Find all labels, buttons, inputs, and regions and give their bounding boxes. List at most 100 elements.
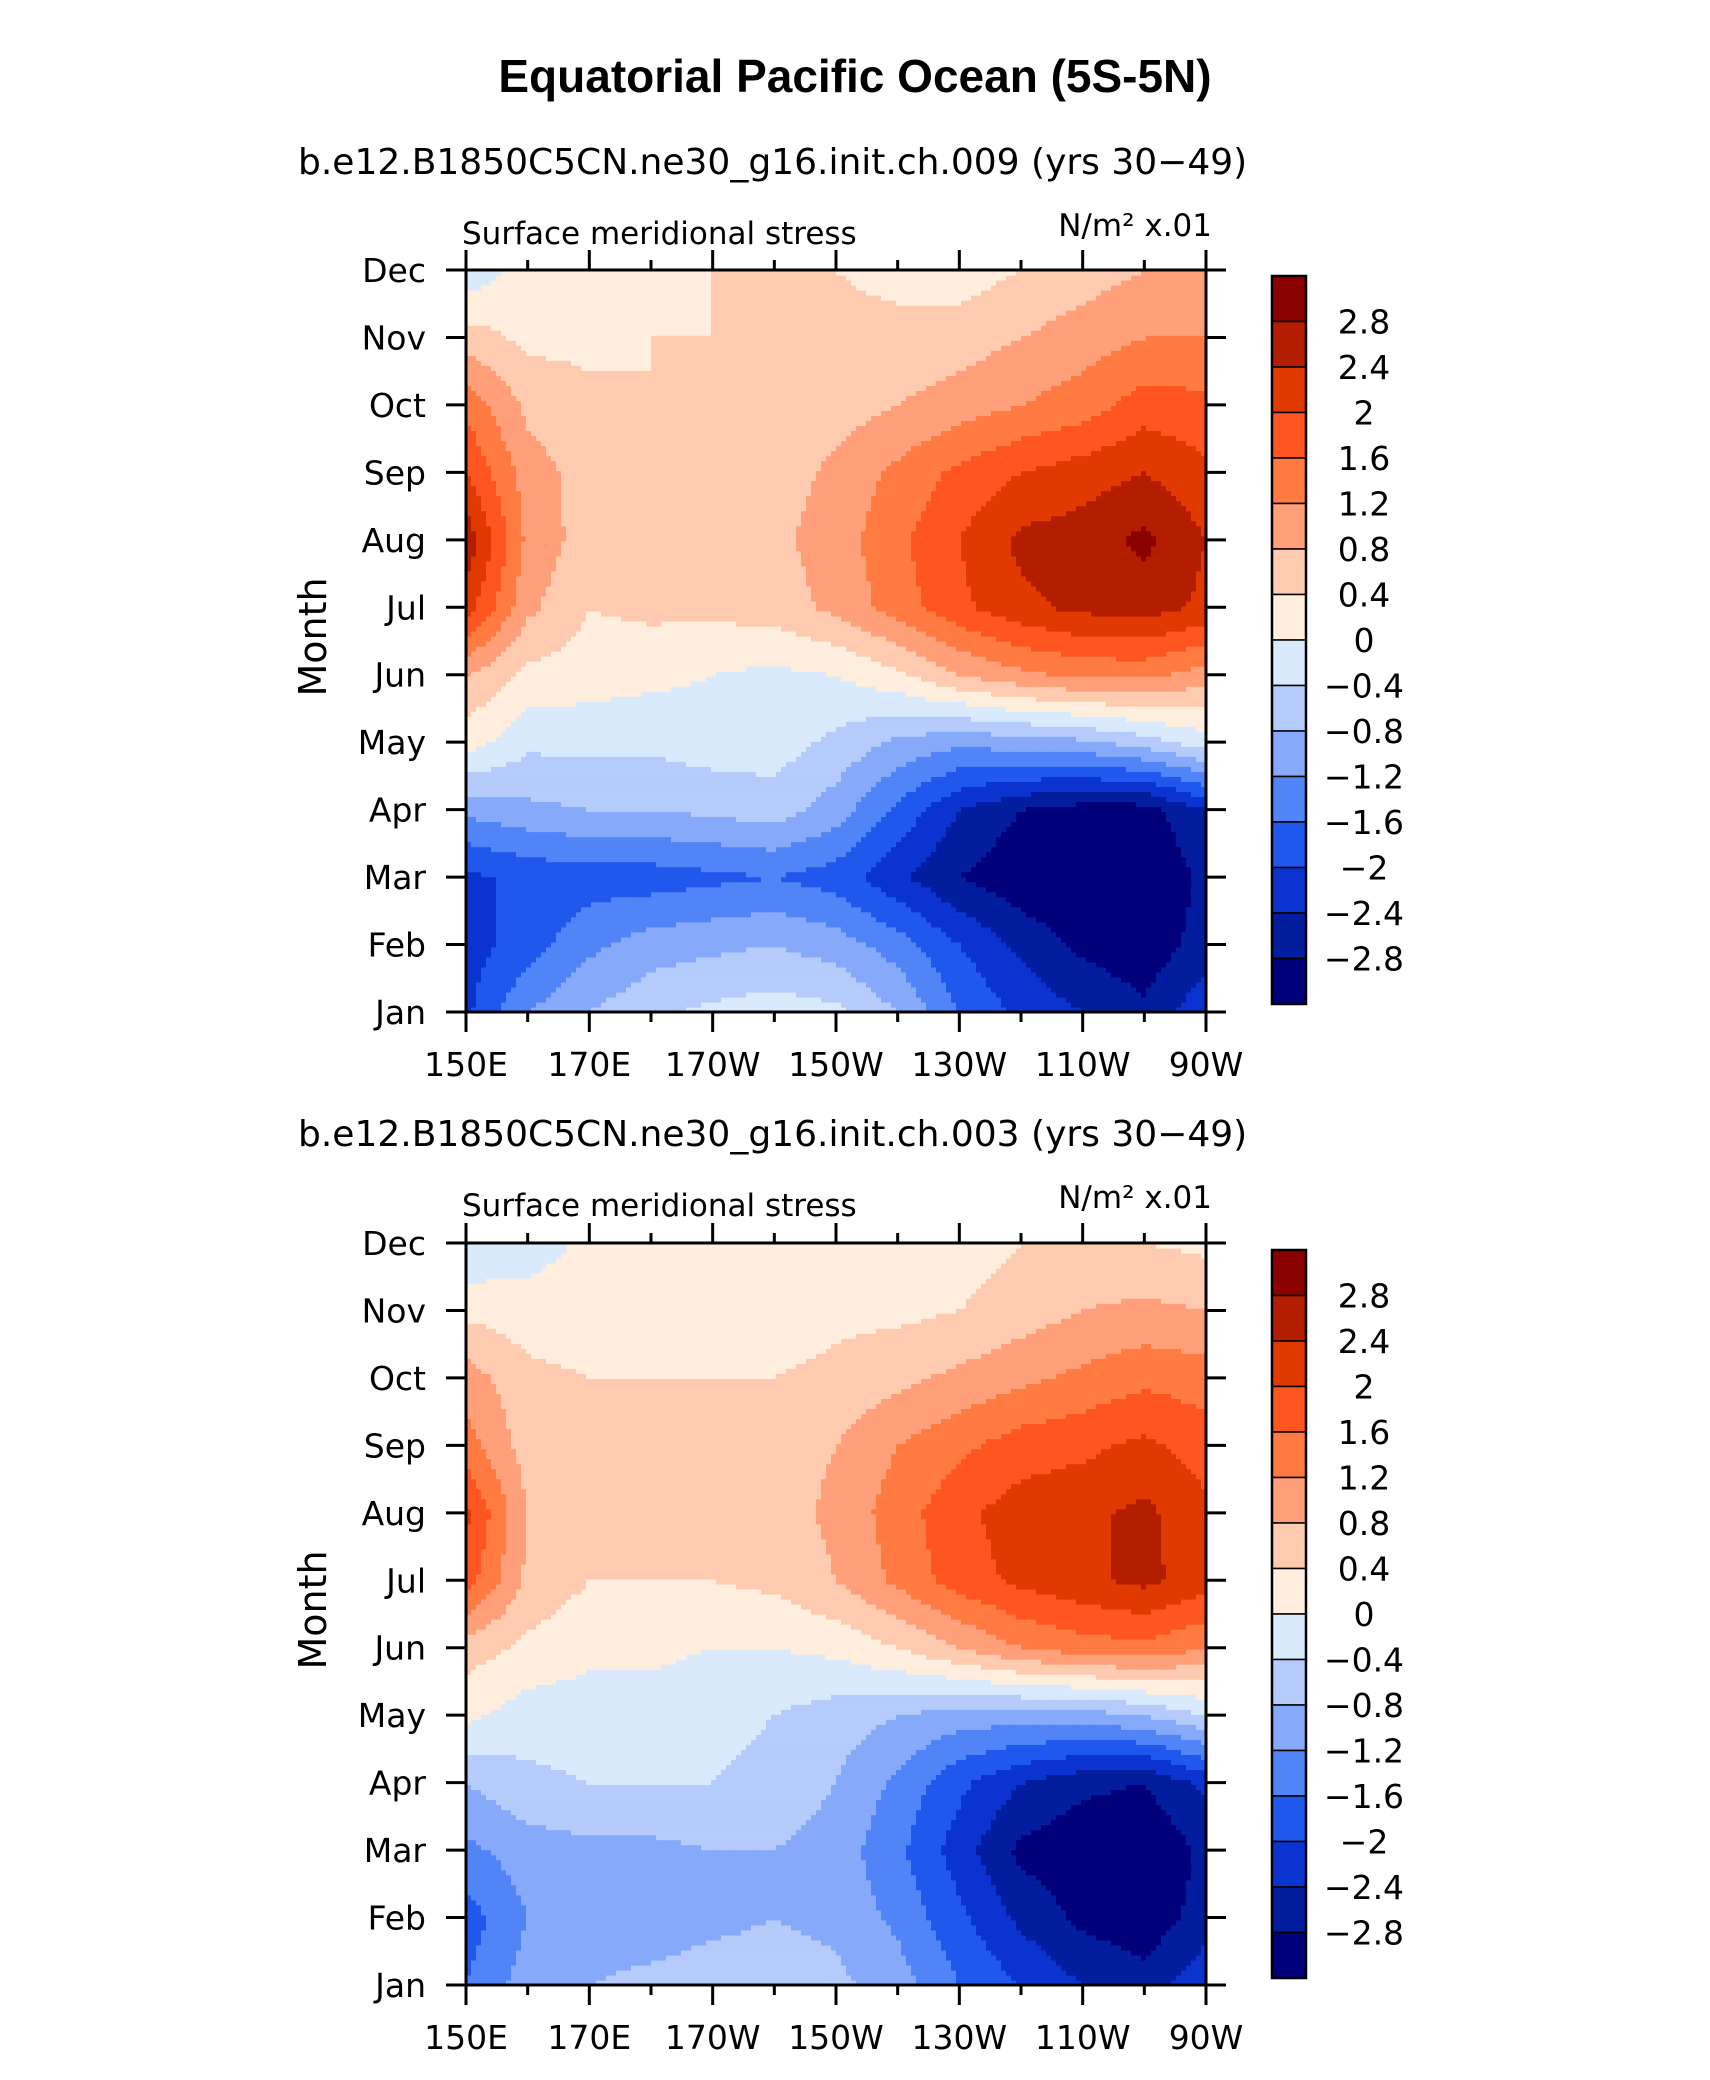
heatmap-cell: [981, 902, 987, 908]
heatmap-cell: [1091, 1002, 1097, 1008]
heatmap-cell: [496, 892, 502, 898]
heatmap-cell: [536, 957, 542, 963]
heatmap-cell: [1171, 972, 1177, 978]
heatmap-cell: [1011, 917, 1017, 923]
heatmap-cell: [776, 857, 782, 863]
heatmap-cell: [926, 997, 932, 1003]
heatmap-cell: [966, 987, 972, 993]
heatmap-cell: [896, 932, 902, 938]
heatmap-cell: [516, 867, 522, 873]
heatmap-cell: [771, 1002, 777, 1008]
heatmap-cell: [1136, 887, 1142, 893]
heatmap-cell: [906, 842, 912, 848]
heatmap-cell: [716, 872, 722, 878]
heatmap-cell: [881, 852, 887, 858]
heatmap-cell: [1121, 922, 1127, 928]
heatmap-cell: [506, 967, 512, 973]
heatmap-cell: [956, 902, 962, 908]
heatmap-cell: [1161, 997, 1167, 1003]
heatmap-cell: [571, 842, 577, 848]
heatmap-cell: [1101, 887, 1107, 893]
heatmap-cell: [956, 922, 962, 928]
heatmap-cell: [841, 937, 847, 943]
heatmap-cell: [726, 927, 732, 933]
heatmap-cell: [731, 882, 737, 888]
heatmap-cell: [716, 907, 722, 913]
heatmap-cell: [1196, 897, 1202, 903]
heatmap-cell: [656, 842, 662, 848]
heatmap-cell: [856, 912, 862, 918]
heatmap-cell: [991, 847, 997, 853]
heatmap-cell: [501, 917, 507, 923]
heatmap-cell: [621, 872, 627, 878]
heatmap-cell: [931, 977, 937, 983]
heatmap-cell: [596, 987, 602, 993]
heatmap-cell: [941, 902, 947, 908]
heatmap-cell: [921, 887, 927, 893]
heatmap-cell: [551, 842, 557, 848]
heatmap-cell: [771, 967, 777, 973]
heatmap-cell: [996, 907, 1002, 913]
heatmap-cell: [921, 862, 927, 868]
heatmap-cell: [706, 932, 712, 938]
heatmap-cell: [676, 907, 682, 913]
heatmap-cell: [1146, 942, 1152, 948]
heatmap-cell: [636, 987, 642, 993]
heatmap-cell: [906, 892, 912, 898]
heatmap-cell: [556, 912, 562, 918]
heatmap-cell: [596, 867, 602, 873]
heatmap-cell: [1026, 912, 1032, 918]
heatmap-cell: [561, 922, 567, 928]
heatmap-cell: [621, 857, 627, 863]
heatmap-cell: [831, 982, 837, 988]
heatmap-cell: [541, 877, 547, 883]
heatmap-cell: [916, 947, 922, 953]
heatmap-cell: [681, 957, 687, 963]
heatmap-cell: [621, 917, 627, 923]
heatmap-cell: [716, 857, 722, 863]
heatmap-cell: [951, 967, 957, 973]
heatmap-cell: [586, 962, 592, 968]
heatmap-cell: [1126, 917, 1132, 923]
heatmap-cell: [976, 972, 982, 978]
heatmap-cell: [541, 897, 547, 903]
heatmap-cell: [726, 932, 732, 938]
heatmap-cell: [571, 892, 577, 898]
heatmap-cell: [591, 917, 597, 923]
heatmap-cell: [896, 902, 902, 908]
heatmap-cell: [1121, 902, 1127, 908]
heatmap-cell: [1061, 887, 1067, 893]
heatmap-cell: [586, 992, 592, 998]
heatmap-cell: [991, 882, 997, 888]
heatmap-cell: [746, 957, 752, 963]
heatmap-cell: [831, 902, 837, 908]
heatmap-cell: [766, 987, 772, 993]
heatmap-cell: [846, 927, 852, 933]
heatmap-cell: [556, 932, 562, 938]
heatmap-cell: [1006, 997, 1012, 1003]
heatmap-cell: [1151, 907, 1157, 913]
heatmap-cell: [546, 967, 552, 973]
heatmap-cell: [786, 982, 792, 988]
heatmap-cell: [1131, 897, 1137, 903]
heatmap-cell: [486, 872, 492, 878]
heatmap-cell: [1196, 982, 1202, 988]
heatmap-cell: [491, 952, 497, 958]
heatmap-cell: [716, 892, 722, 898]
heatmap-cell: [726, 842, 732, 848]
heatmap-cell: [761, 992, 767, 998]
heatmap-cell: [606, 877, 612, 883]
heatmap-cell: [816, 987, 822, 993]
heatmap-cell: [616, 972, 622, 978]
heatmap-cell: [936, 992, 942, 998]
heatmap-cell: [876, 857, 882, 863]
heatmap-cell: [601, 892, 607, 898]
heatmap-cell: [611, 942, 617, 948]
heatmap-cell: [831, 932, 837, 938]
heatmap-cell: [481, 992, 487, 998]
heatmap-cell: [891, 882, 897, 888]
heatmap-cell: [511, 897, 517, 903]
heatmap-cell: [1091, 912, 1097, 918]
heatmap-cell: [816, 927, 822, 933]
heatmap-cell: [846, 877, 852, 883]
